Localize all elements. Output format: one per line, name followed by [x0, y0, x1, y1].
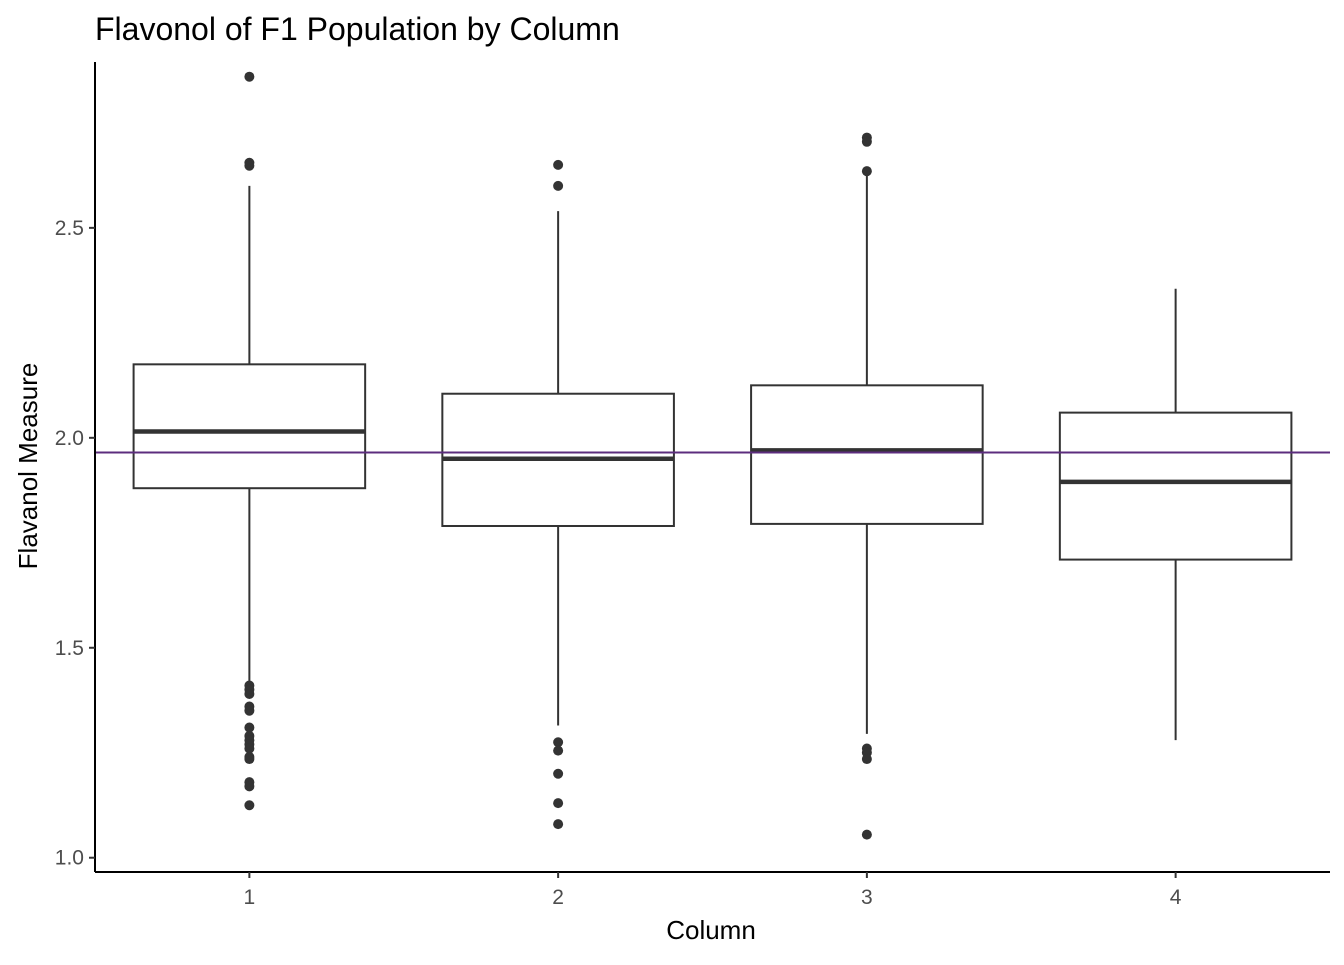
y-tick-label: 1.5: [55, 637, 84, 660]
outlier-point: [553, 798, 564, 809]
outlier-point: [244, 160, 255, 171]
y-tick-label: 2.5: [55, 217, 84, 240]
outlier-point: [861, 829, 872, 840]
outlier-point: [244, 781, 255, 792]
outlier-point: [553, 768, 564, 779]
x-tick-label: 3: [861, 886, 873, 909]
box: [1058, 411, 1293, 561]
chart-title: Flavonol of F1 Population by Column: [95, 11, 620, 47]
x-tick-label: 4: [1170, 886, 1182, 909]
outlier-point: [244, 722, 255, 733]
y-axis-title: Flavanol Measure: [13, 363, 43, 570]
outlier-point: [244, 71, 255, 82]
x-tick-label: 2: [552, 886, 564, 909]
outlier-point: [861, 754, 872, 765]
outlier-point: [553, 180, 564, 191]
y-tick-label: 1.0: [55, 847, 84, 870]
outlier-point: [861, 136, 872, 147]
outlier-point: [244, 705, 255, 716]
plot-area: 1.0 1.5 2.0 2.5 1 2 3 4: [55, 62, 1330, 909]
outlier-point: [553, 737, 564, 748]
x-axis-title: Column: [666, 915, 756, 945]
outlier-point: [553, 159, 564, 170]
outlier-point: [244, 800, 255, 811]
y-tick-label: 2.0: [55, 427, 84, 450]
outlier-point: [553, 745, 564, 756]
outlier-point: [244, 754, 255, 765]
outlier-point: [244, 743, 255, 754]
box: [132, 363, 367, 490]
outlier-point: [244, 688, 255, 699]
outlier-point: [553, 819, 564, 830]
x-tick-label: 1: [244, 886, 256, 909]
box: [750, 384, 984, 525]
outlier-point: [861, 166, 872, 177]
